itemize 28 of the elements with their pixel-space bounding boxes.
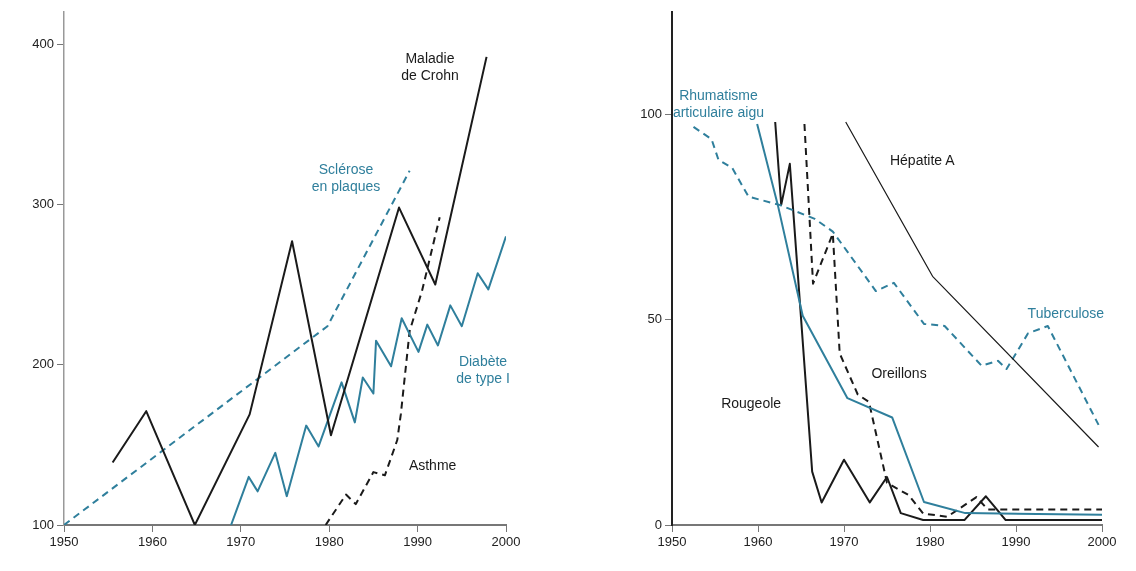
- series-label: Rougeole: [721, 395, 782, 412]
- x-tick-label: 1990: [1001, 534, 1031, 550]
- x-tick-label: 1950: [49, 534, 79, 550]
- y-tick-label: 50: [647, 311, 662, 327]
- x-tick-label: 2000: [1087, 534, 1117, 550]
- series-label: Maladie de Crohn: [401, 50, 459, 84]
- y-tick-label: 0: [654, 516, 662, 532]
- series-label: Hépatite A: [889, 152, 956, 169]
- x-tick-label: 2000: [491, 534, 521, 550]
- x-tick-label: 1960: [743, 534, 773, 550]
- x-tick-label: 1980: [314, 534, 344, 550]
- series-label: Sclérose en plaques: [311, 161, 381, 195]
- x-tick-label: 1970: [226, 534, 256, 550]
- x-tick-label: 1950: [657, 534, 687, 550]
- series-label: Asthme: [408, 456, 457, 473]
- y-tick-label: 200: [32, 356, 54, 372]
- x-tick-label: 1990: [403, 534, 433, 550]
- y-tick-label: 300: [32, 195, 54, 211]
- series-label: Rhumatisme articulaire aigu: [672, 86, 764, 120]
- series-label: Tuberculose: [1027, 304, 1105, 321]
- x-tick-label: 1960: [137, 534, 167, 550]
- x-tick-label: 1980: [915, 534, 945, 550]
- series-label: Oreillons: [871, 365, 927, 382]
- x-tick-label: 1970: [829, 534, 859, 550]
- y-tick-label: 100: [640, 106, 662, 122]
- y-tick-label: 100: [32, 516, 54, 532]
- y-tick-label: 400: [32, 35, 54, 51]
- series-label: Diabète de type I: [456, 353, 510, 387]
